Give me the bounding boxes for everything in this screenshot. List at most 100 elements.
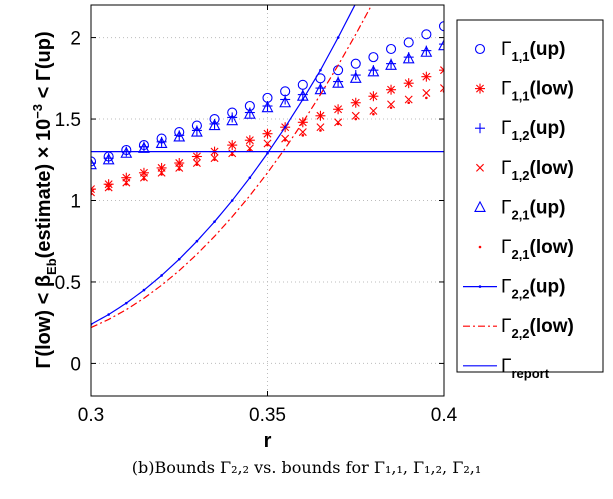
marker-shape bbox=[125, 182, 128, 186]
legend-item-2-2-up: Γ2,2(up) bbox=[463, 277, 565, 302]
y-axis-label-sub: Eb bbox=[44, 258, 59, 275]
marker-shape bbox=[350, 58, 361, 69]
marker-shape bbox=[213, 220, 216, 223]
data-point bbox=[351, 111, 360, 120]
data-point bbox=[319, 129, 322, 132]
marker-shape bbox=[438, 39, 444, 51]
data-point bbox=[354, 117, 358, 121]
marker-shape bbox=[387, 100, 396, 109]
legend-label-main: Γ bbox=[501, 277, 511, 298]
data-point bbox=[125, 301, 128, 305]
data-point bbox=[301, 98, 305, 101]
legend-label-sub: 1,2 bbox=[511, 128, 529, 143]
data-point bbox=[177, 257, 181, 261]
marker-shape bbox=[351, 98, 360, 107]
marker-shape bbox=[213, 158, 216, 162]
series-2-1-low bbox=[91, 90, 444, 196]
marker-shape bbox=[387, 85, 396, 94]
legend-symbol bbox=[478, 245, 482, 249]
marker-shape bbox=[263, 129, 272, 138]
data-point bbox=[230, 153, 234, 157]
marker-shape bbox=[142, 178, 146, 181]
data-point bbox=[191, 151, 202, 162]
marker-shape bbox=[368, 52, 379, 63]
data-point bbox=[297, 117, 308, 128]
data-point bbox=[301, 134, 305, 137]
legend-marker bbox=[475, 83, 485, 94]
marker-shape bbox=[210, 154, 219, 163]
marker-shape bbox=[404, 95, 413, 104]
marker-shape bbox=[478, 285, 482, 288]
data-point bbox=[404, 95, 413, 104]
marker-shape bbox=[283, 138, 287, 142]
legend-symbol bbox=[476, 163, 484, 172]
legend-marker bbox=[474, 200, 486, 212]
marker-shape bbox=[281, 134, 290, 143]
marker-shape bbox=[160, 274, 163, 277]
legend-label-rest: (up) bbox=[530, 277, 566, 298]
data-point bbox=[279, 96, 292, 108]
data-point bbox=[266, 143, 269, 147]
marker-shape bbox=[476, 84, 484, 93]
legend-item-2-1-low: Γ2,1(low) bbox=[478, 237, 574, 262]
data-point bbox=[121, 172, 132, 183]
data-point bbox=[175, 163, 184, 172]
legend-label-sub: 1,1 bbox=[511, 89, 529, 104]
legend-label-main: Γ bbox=[501, 158, 511, 179]
marker-shape bbox=[440, 66, 444, 71]
marker-shape bbox=[369, 106, 378, 115]
y-tick-label: 1 bbox=[70, 192, 81, 213]
legend-item-2-1-up: Γ2,1(up) bbox=[474, 197, 565, 222]
legend-label-main: Γ bbox=[501, 237, 511, 258]
marker-shape bbox=[157, 168, 166, 177]
data-point bbox=[91, 188, 95, 197]
marker-shape bbox=[349, 71, 362, 83]
y-axis-label-sup: −3 bbox=[30, 104, 45, 119]
data-point bbox=[190, 125, 203, 137]
y-axis-label-part: < Γ(up) bbox=[33, 31, 55, 104]
data-point bbox=[160, 173, 163, 176]
marker-shape bbox=[319, 129, 322, 132]
data-point bbox=[387, 100, 396, 109]
marker-shape bbox=[107, 313, 110, 316]
data-point bbox=[315, 110, 326, 121]
marker-shape bbox=[248, 148, 252, 152]
legend-label: Γ1,1(up) bbox=[501, 39, 565, 64]
data-point bbox=[403, 37, 414, 48]
data-point bbox=[407, 101, 411, 105]
data-point bbox=[439, 39, 444, 50]
data-point bbox=[281, 134, 290, 143]
data-point bbox=[283, 138, 287, 142]
marker-shape bbox=[385, 43, 397, 55]
data-point bbox=[157, 168, 166, 177]
legend-label-sub: 2,2 bbox=[511, 326, 529, 341]
legend-label: Γ2,1(up) bbox=[501, 197, 565, 222]
data-point bbox=[243, 107, 256, 119]
data-point bbox=[367, 65, 380, 77]
data-point bbox=[173, 130, 186, 142]
data-point bbox=[262, 128, 273, 139]
marker-shape bbox=[139, 173, 148, 182]
data-point bbox=[261, 100, 274, 113]
data-point bbox=[91, 157, 97, 170]
marker-shape bbox=[91, 185, 95, 190]
data-point bbox=[160, 274, 163, 277]
legend-item-1-1-up: Γ1,1(up) bbox=[474, 39, 565, 64]
x-axis-label: r bbox=[264, 430, 272, 452]
marker-shape bbox=[332, 76, 345, 88]
legend-item-1-2-up: Γ1,2(up) bbox=[475, 118, 565, 143]
legend-marker bbox=[475, 123, 485, 134]
marker-shape bbox=[474, 200, 486, 212]
marker-shape bbox=[474, 43, 486, 55]
data-point bbox=[125, 182, 128, 186]
marker-shape bbox=[243, 107, 256, 119]
x-tick-label: 0.4 bbox=[431, 405, 458, 426]
data-point bbox=[138, 141, 150, 153]
marker-shape bbox=[192, 152, 201, 161]
data-point bbox=[386, 84, 397, 95]
data-point bbox=[402, 52, 415, 64]
marker-shape bbox=[351, 111, 360, 120]
marker-shape bbox=[334, 118, 343, 127]
data-point bbox=[102, 153, 115, 165]
legend-symbol bbox=[463, 285, 497, 288]
